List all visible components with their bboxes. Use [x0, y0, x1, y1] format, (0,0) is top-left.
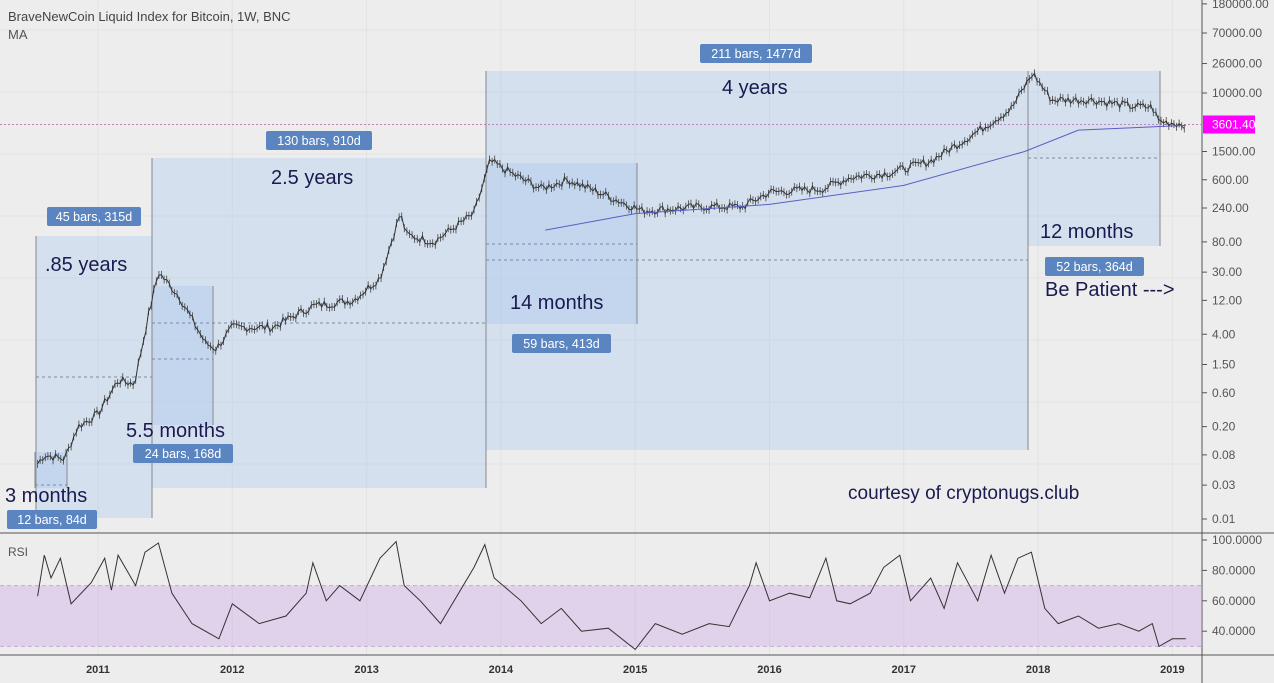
y-tick-label: 4.00 — [1212, 327, 1236, 341]
x-tick-label: 2015 — [623, 664, 647, 676]
range-label-box — [266, 131, 372, 150]
range-label-box — [700, 44, 812, 63]
range-label: 211 bars, 1477d — [711, 47, 800, 61]
ma-line — [545, 124, 1186, 231]
rsi-label: RSI — [8, 545, 29, 559]
x-tick-label: 2014 — [489, 664, 514, 676]
range-label-box — [1045, 257, 1144, 276]
annotation-text: 14 months — [510, 292, 603, 314]
annotation-text: 12 months — [1040, 221, 1133, 243]
annotation-text: 5.5 months — [126, 420, 225, 442]
range-label: 24 bars, 168d — [145, 447, 221, 461]
y-tick-label: 70000.00 — [1212, 26, 1262, 40]
range-label: 12 bars, 84d — [17, 513, 87, 527]
range-label-box — [133, 444, 233, 463]
rsi-tick-label: 100.0000 — [1212, 533, 1262, 547]
annotation-text: courtesy of cryptonugs.club — [848, 483, 1079, 504]
range-label: 52 bars, 364d — [1056, 260, 1132, 274]
y-tick-label: 0.01 — [1212, 512, 1236, 526]
annotation-text: Be Patient ---> — [1045, 279, 1175, 301]
x-tick-label: 2018 — [1026, 664, 1050, 676]
annotation-text: .85 years — [45, 254, 127, 276]
x-tick-label: 2012 — [220, 664, 244, 676]
y-tick-label: 80.00 — [1212, 235, 1242, 249]
price-series — [37, 72, 1185, 465]
range-label: 130 bars, 910d — [277, 134, 360, 148]
last-price-badge — [1203, 115, 1255, 134]
rsi-band — [0, 585, 1202, 647]
indicator-label: MA — [8, 27, 28, 42]
x-tick-label: 2016 — [757, 664, 781, 676]
range-label-box — [512, 334, 611, 353]
y-tick-label: 240.00 — [1212, 201, 1249, 215]
range-label-box — [47, 207, 141, 226]
y-tick-label: 1500.00 — [1212, 144, 1256, 158]
y-tick-label: 10000.00 — [1212, 86, 1262, 100]
x-tick-label: 2011 — [86, 664, 110, 676]
range-label: 59 bars, 413d — [523, 337, 599, 351]
y-tick-label: 0.08 — [1212, 448, 1236, 462]
y-tick-label: 0.03 — [1212, 478, 1236, 492]
chart-title: BraveNewCoin Liquid Index for Bitcoin, 1… — [8, 9, 291, 24]
annotation-text: 3 months — [5, 485, 87, 507]
y-tick-label: 0.20 — [1212, 420, 1236, 434]
y-tick-label: 26000.00 — [1212, 57, 1262, 71]
range-label: 45 bars, 315d — [56, 210, 132, 224]
y-tick-label: 1.50 — [1212, 357, 1236, 371]
y-tick-label: 12.00 — [1212, 293, 1242, 307]
x-tick-label: 2013 — [354, 664, 378, 676]
last-price-label: 3601.40 — [1212, 117, 1256, 131]
x-tick-label: 2019 — [1160, 664, 1184, 676]
rsi-tick-label: 80.0000 — [1212, 563, 1256, 577]
rsi-line — [37, 540, 1186, 651]
y-tick-label: 600.00 — [1212, 173, 1249, 187]
y-tick-label: 180000.00 — [1212, 0, 1269, 11]
x-tick-label: 2017 — [892, 664, 916, 676]
range-label-box — [7, 510, 97, 529]
y-tick-label: 0.60 — [1212, 386, 1236, 400]
rsi-tick-label: 40.0000 — [1212, 624, 1256, 638]
y-tick-label: 30.00 — [1212, 265, 1242, 279]
annotation-text: 2.5 years — [271, 167, 353, 189]
rsi-tick-label: 60.0000 — [1212, 594, 1256, 608]
annotation-text: 4 years — [722, 77, 788, 99]
